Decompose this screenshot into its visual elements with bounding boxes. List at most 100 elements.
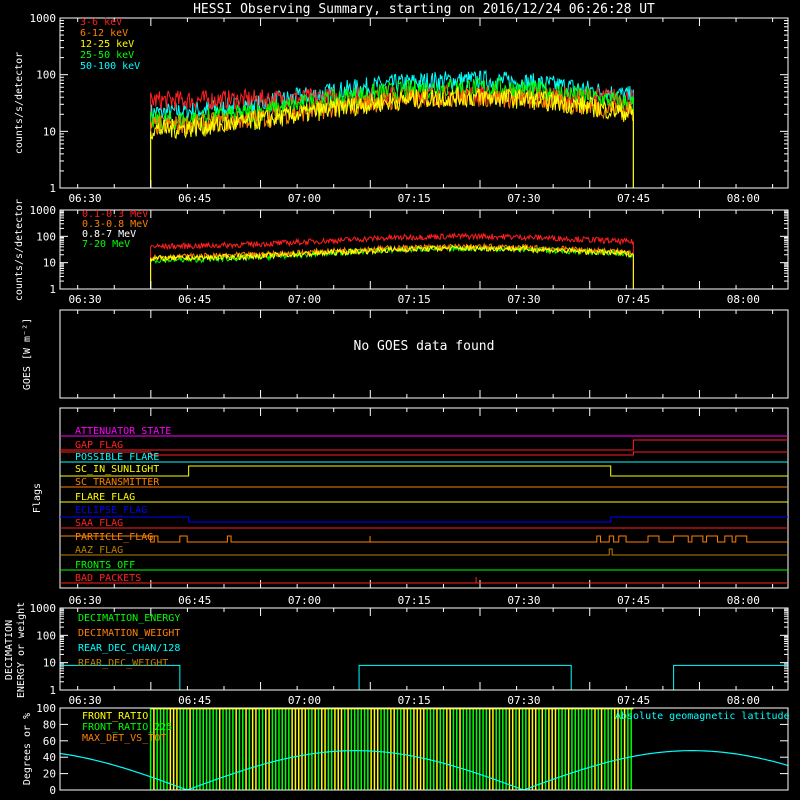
hxr-legend-item: 12-25 keV xyxy=(80,39,134,50)
dec-ytick-label: 1 xyxy=(49,684,56,697)
gamma-xtick-label: 08:00 xyxy=(727,293,760,306)
goes-ylabel: GOES [W m⁻²] xyxy=(22,318,33,390)
flag-line xyxy=(60,451,788,456)
dec-ylabel-line1: DECIMATION xyxy=(4,620,15,680)
hxr-xtick-label: 07:30 xyxy=(507,192,540,205)
ratio-ytick-label: 80 xyxy=(43,718,56,731)
hxr-series-line xyxy=(150,85,634,189)
gamma-legend-item: 7-20 MeV xyxy=(82,239,130,250)
hxr-xtick-label: 07:45 xyxy=(617,192,650,205)
dec-frame xyxy=(59,607,789,691)
goes-message: No GOES data found xyxy=(354,339,495,354)
flags-xtick-label: 07:15 xyxy=(398,594,431,607)
hxr-legend-item: 25-50 keV xyxy=(80,50,134,61)
flags-legend-item: FLARE_FLAG xyxy=(75,492,135,503)
gamma-legend-item: 0.8-7 MeV xyxy=(82,229,136,240)
flags-xtick-label: 08:00 xyxy=(727,594,760,607)
gamma-ytick-label: 1 xyxy=(49,283,56,296)
flag-line xyxy=(60,439,788,451)
chart-title: HESSI Observing Summary, starting on 201… xyxy=(193,2,655,17)
gamma-ylabel: counts/s/detector xyxy=(14,199,25,301)
ratio-ytick-label: 0 xyxy=(49,784,56,797)
flags-legend-item: AAZ_FLAG xyxy=(75,545,123,556)
ratio-legend-item: FRONT_RATIO_225 xyxy=(82,722,172,733)
geomagnetic-latitude-line xyxy=(59,750,789,791)
flags-xtick-label: 07:30 xyxy=(507,594,540,607)
dec-xtick-label: 07:45 xyxy=(617,694,650,707)
flags-legend-item: BAD_PACKETS xyxy=(75,573,141,584)
gamma-series-line xyxy=(150,232,634,290)
gamma-ytick-label: 10 xyxy=(43,257,56,270)
ratio-legend-item: Absolute geomagnetic latitude xyxy=(615,711,790,722)
flags-legend-item: PARTICLE_FLAG xyxy=(75,532,153,543)
hxr-frame xyxy=(59,17,789,189)
hxr-xtick-label: 06:45 xyxy=(178,192,211,205)
gamma-series-line xyxy=(150,244,634,290)
flag-line xyxy=(60,548,788,556)
goes-frame xyxy=(59,309,789,399)
dec-ytick-label: 10 xyxy=(43,657,56,670)
hxr-legend-item: 3-6 keV xyxy=(80,17,122,28)
ratio-ytick-label: 60 xyxy=(43,735,56,748)
dec-legend-item: DECIMATION_ENERGY xyxy=(78,613,180,624)
gamma-legend-item: 0.3-0.8 MeV xyxy=(82,219,148,230)
dec-xtick-label: 06:30 xyxy=(68,694,101,707)
ratio-frame xyxy=(59,707,789,791)
dec-legend-item: REAR_DEC_CHAN/128 xyxy=(78,643,180,654)
hxr-series-line xyxy=(150,76,634,189)
ratio-ytick-label: 40 xyxy=(43,751,56,764)
dec-ytick-label: 1000 xyxy=(30,602,57,615)
flags-xtick-label: 07:00 xyxy=(288,594,321,607)
flag-line xyxy=(60,516,788,523)
flags-legend-item: GAP_FLAG xyxy=(75,440,123,451)
gamma-xtick-label: 07:15 xyxy=(398,293,431,306)
ratio-legend-item: FRONT_RATIO xyxy=(82,711,148,722)
flags-ylabel: Flags xyxy=(32,483,43,513)
dec-xtick-label: 07:15 xyxy=(398,694,431,707)
dec-ylabel-line2: ENERGY or weight xyxy=(16,602,27,698)
gamma-ytick-label: 1000 xyxy=(30,204,57,217)
dec-ytick-label: 100 xyxy=(36,629,56,642)
ratio-ylabel: Degrees or % xyxy=(22,713,33,785)
flags-xtick-label: 06:30 xyxy=(68,594,101,607)
ratio-legend-item: MAX_DET_VS_TOT xyxy=(82,733,166,744)
hxr-xtick-label: 07:00 xyxy=(288,192,321,205)
dec-legend-item: REAR_DEC_WEIGHT xyxy=(78,658,168,669)
hxr-ytick-label: 10 xyxy=(43,125,56,138)
gamma-frame xyxy=(59,209,789,290)
hxr-xtick-label: 07:15 xyxy=(398,192,431,205)
flags-legend-item: SC_IN_SUNLIGHT xyxy=(75,464,159,475)
decimation-line xyxy=(60,664,788,691)
gamma-xtick-label: 07:45 xyxy=(617,293,650,306)
flags-legend-item: SC_TRANSMITTER xyxy=(75,477,160,488)
flags-frame xyxy=(59,407,789,589)
flag-line xyxy=(60,535,788,543)
flags-xtick-label: 07:45 xyxy=(617,594,650,607)
hxr-series-line xyxy=(150,86,634,189)
dec-legend-item: DECIMATION_WEIGHT xyxy=(78,628,180,639)
dec-xtick-label: 08:00 xyxy=(727,694,760,707)
gamma-xtick-label: 06:30 xyxy=(68,293,101,306)
gamma-legend-item: 0.1-0.3 MeV xyxy=(82,209,148,220)
hxr-series-line xyxy=(150,83,634,189)
ratio-ytick-label: 100 xyxy=(36,702,56,715)
flags-legend-item: FRONTS_OFF xyxy=(75,560,135,571)
flags-legend-item: ECLIPSE_FLAG xyxy=(75,505,147,516)
hxr-ytick-label: 1000 xyxy=(30,12,57,25)
flag-line xyxy=(60,465,788,477)
hxr-xtick-label: 06:30 xyxy=(68,192,101,205)
hxr-ytick-label: 100 xyxy=(36,69,56,82)
dec-xtick-label: 06:45 xyxy=(178,694,211,707)
hxr-ytick-label: 1 xyxy=(49,182,56,195)
gamma-xtick-label: 07:30 xyxy=(507,293,540,306)
gamma-xtick-label: 07:00 xyxy=(288,293,321,306)
hxr-legend-item: 50-100 keV xyxy=(80,61,140,72)
flags-xtick-label: 06:45 xyxy=(178,594,211,607)
gamma-ytick-label: 100 xyxy=(36,230,56,243)
hxr-ylabel: counts/s/detector xyxy=(14,52,25,154)
flags-legend-item: POSSIBLE_FLARE xyxy=(75,452,159,463)
hxr-legend-item: 6-12 keV xyxy=(80,28,128,39)
flags-legend-item: SAA_FLAG xyxy=(75,518,123,529)
